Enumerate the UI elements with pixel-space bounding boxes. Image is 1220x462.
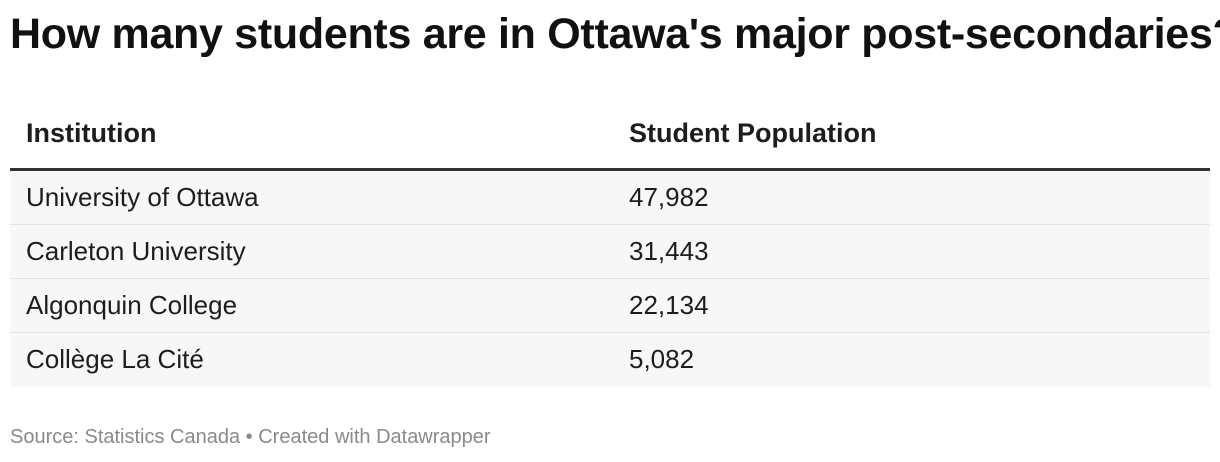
table-body: University of Ottawa 47,982 Carleton Uni… — [10, 171, 1210, 387]
population-cell: 31,443 — [629, 236, 709, 266]
population-cell: 47,982 — [629, 182, 709, 212]
table-row: University of Ottawa 47,982 — [10, 171, 1210, 225]
population-cell: 5,082 — [629, 344, 695, 374]
population-cell: 22,134 — [629, 290, 709, 320]
chart-title: How many students are in Ottawa's major … — [10, 10, 1220, 58]
institution-cell: Algonquin College — [26, 290, 238, 320]
institution-cell: University of Ottawa — [26, 182, 259, 212]
data-table: Institution Student Population Universit… — [10, 108, 1210, 387]
source-footer: Source: Statistics Canada • Created with… — [10, 426, 491, 448]
table-header-row: Institution Student Population — [10, 108, 1210, 171]
table-row: Carleton University 31,443 — [10, 225, 1210, 279]
column-header-institution: Institution — [26, 118, 157, 148]
institution-cell: Carleton University — [26, 236, 246, 266]
column-header-student-population: Student Population — [629, 118, 877, 148]
table-row: Collège La Cité 5,082 — [10, 333, 1210, 387]
table-row: Algonquin College 22,134 — [10, 279, 1210, 333]
institution-cell: Collège La Cité — [26, 344, 204, 374]
